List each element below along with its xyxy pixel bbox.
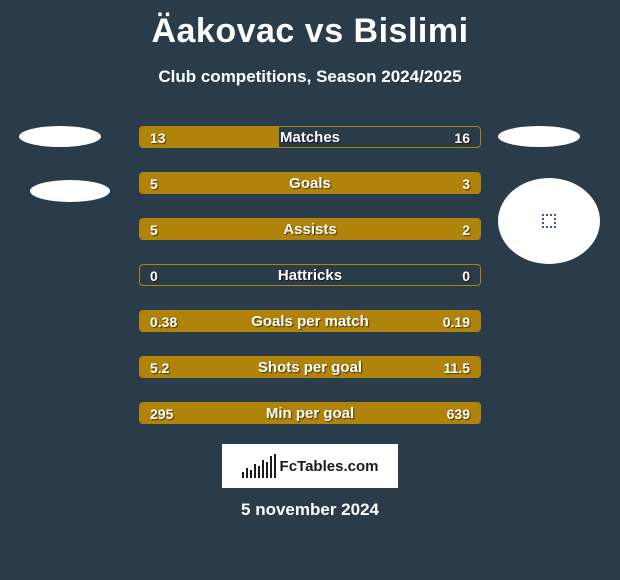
stat-value-right: 0 <box>462 265 470 285</box>
page-subtitle: Club competitions, Season 2024/2025 <box>0 67 620 87</box>
broken-image-icon <box>542 214 556 228</box>
stat-row: Goals53 <box>139 172 481 194</box>
stat-fill-left <box>140 219 378 239</box>
stat-row: Goals per match0.380.19 <box>139 310 481 332</box>
decor-circle-right <box>498 178 600 264</box>
brand-box: FcTables.com <box>222 444 398 488</box>
stat-fill-right <box>351 173 480 193</box>
stat-fill-left <box>140 403 480 423</box>
stat-fill-left <box>140 127 279 147</box>
date-label: 5 november 2024 <box>0 500 620 520</box>
stat-fill-right <box>378 219 480 239</box>
stat-value-left: 0 <box>150 265 158 285</box>
brand-text: FcTables.com <box>280 458 379 475</box>
stat-fill-left <box>140 311 480 331</box>
stat-row: Matches1316 <box>139 126 481 148</box>
stat-fill-left <box>140 173 351 193</box>
decor-ellipse-top-left <box>19 126 101 147</box>
stat-row: Min per goal295639 <box>139 402 481 424</box>
decor-ellipse-bottom-left <box>30 180 110 202</box>
brand-bars-icon <box>242 454 276 478</box>
decor-ellipse-top-right <box>498 126 580 147</box>
stat-value-right: 16 <box>454 127 470 147</box>
stat-row: Shots per goal5.211.5 <box>139 356 481 378</box>
stat-row: Assists52 <box>139 218 481 240</box>
stat-label: Hattricks <box>140 265 480 285</box>
stat-row: Hattricks0 0 <box>139 264 481 286</box>
page-title: Äakovac vs Bislimi <box>0 0 620 51</box>
stat-fill-left <box>140 357 480 377</box>
